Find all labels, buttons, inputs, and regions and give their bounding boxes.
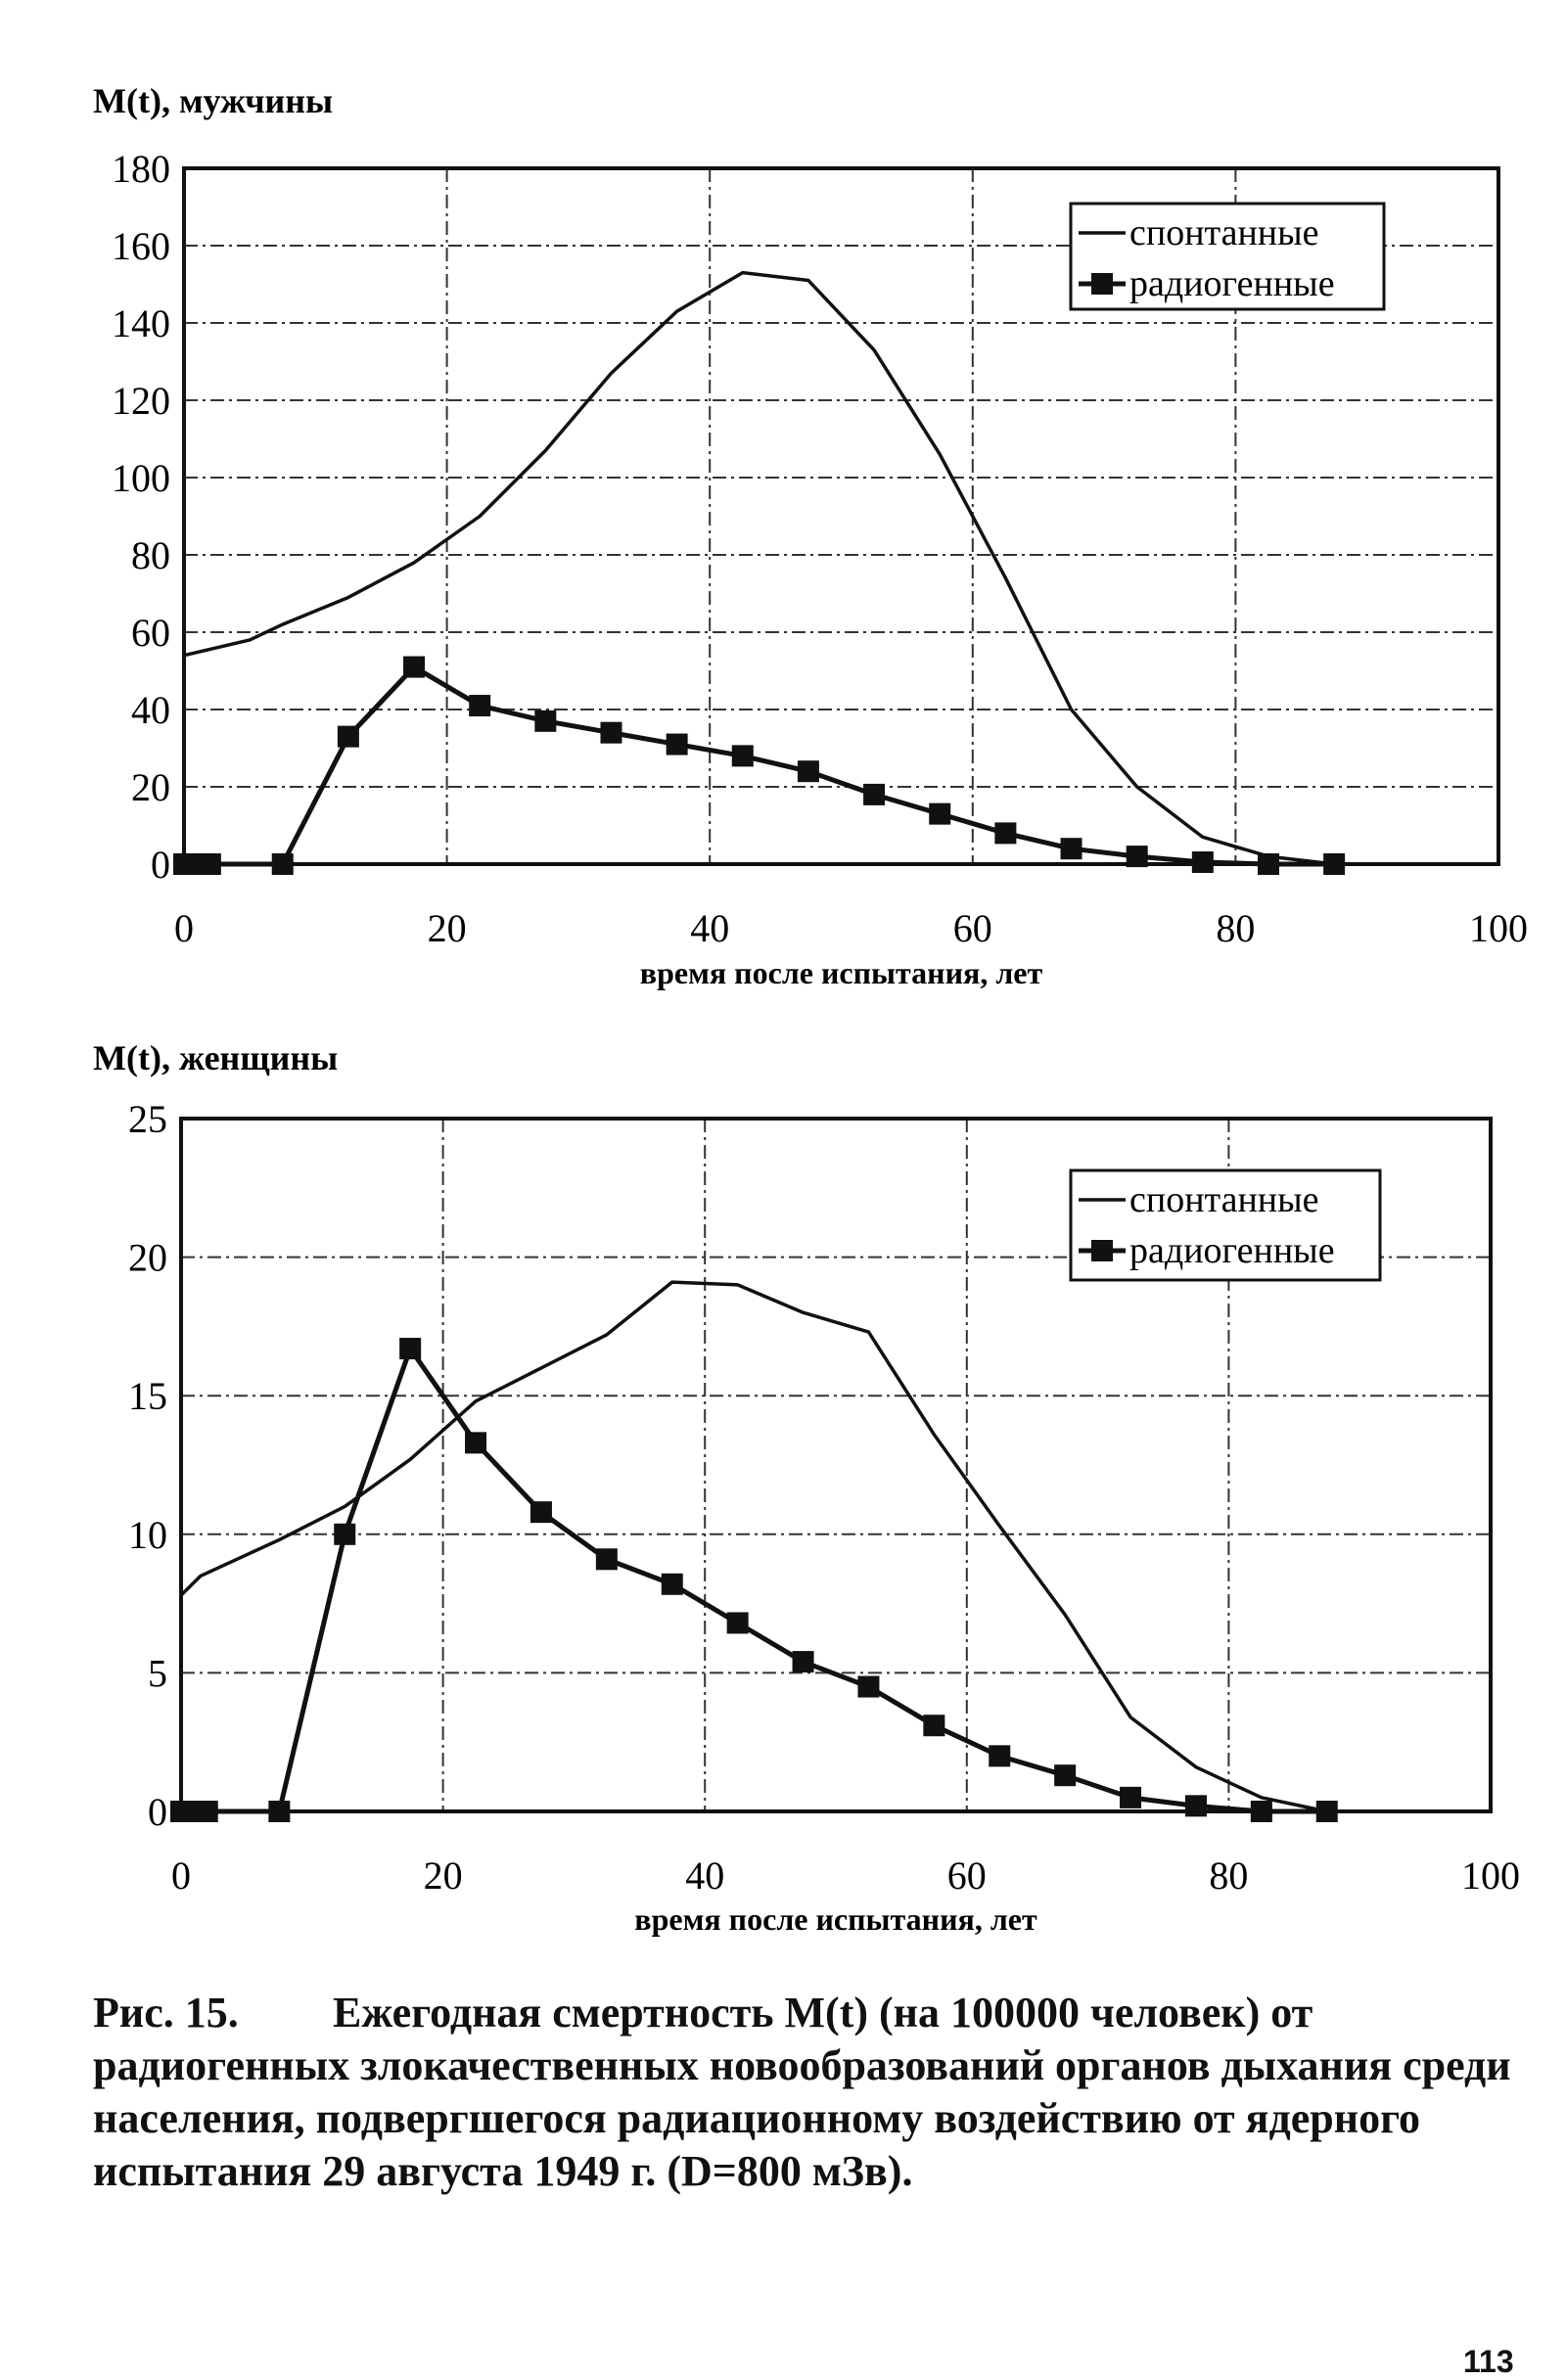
- series-line-spontaneous: [179, 1280, 1328, 1813]
- y-tick-label: 25: [128, 1097, 167, 1141]
- data-point-radiogenic: [726, 1612, 749, 1634]
- data-point-radiogenic: [661, 1573, 683, 1595]
- legend-label: радиогенные: [1129, 1230, 1335, 1271]
- data-point-radiogenic: [797, 760, 819, 783]
- x-axis-label: время после испытания, лет: [640, 955, 1043, 990]
- legend-label: спонтанные: [1129, 212, 1319, 253]
- data-point-radiogenic: [534, 709, 557, 732]
- page-number: 113: [1463, 2344, 1514, 2379]
- series-line-radiogenic: [181, 1346, 1327, 1814]
- y-tick-label: 120: [112, 379, 170, 423]
- plot-frame: [179, 1117, 1493, 1813]
- data-point-radiogenic: [1191, 851, 1214, 874]
- x-tick-label: 100: [1461, 1854, 1520, 1898]
- y-tick-label: 15: [128, 1374, 167, 1418]
- legend-box: [1069, 202, 1386, 311]
- data-point-radiogenic: [929, 802, 951, 825]
- legend-box: [1069, 1168, 1382, 1282]
- legend-label: спонтанные: [1129, 1179, 1319, 1220]
- y-tick-label: 10: [128, 1513, 167, 1557]
- data-point-radiogenic: [337, 725, 359, 748]
- y-tick-label: 5: [148, 1651, 167, 1695]
- y-tick-label: 60: [131, 611, 170, 655]
- data-point-radiogenic: [530, 1501, 552, 1524]
- y-tick-label: 0: [151, 843, 170, 887]
- y-tick-label: 80: [131, 533, 170, 577]
- y-tick-label: 40: [131, 688, 170, 732]
- x-tick-label: 40: [690, 906, 729, 950]
- data-point-radiogenic: [1120, 1786, 1142, 1808]
- data-point-radiogenic: [334, 1523, 356, 1545]
- data-point-radiogenic: [595, 1548, 618, 1571]
- chart-title: M(t), женщины: [93, 1038, 338, 1077]
- x-tick-label: 20: [428, 906, 467, 950]
- data-point-radiogenic: [1126, 846, 1148, 868]
- chart-title: M(t), мужчины: [93, 81, 333, 120]
- data-point-radiogenic: [1060, 838, 1082, 860]
- data-point-radiogenic: [863, 783, 886, 805]
- y-tick-label: 20: [131, 765, 170, 809]
- x-tick-label: 0: [171, 1854, 191, 1898]
- data-point-radiogenic: [989, 1745, 1011, 1767]
- x-tick-label: 60: [947, 1854, 987, 1898]
- y-tick-label: 180: [112, 147, 170, 191]
- data-point-radiogenic: [271, 853, 294, 875]
- x-tick-label: 20: [424, 1854, 463, 1898]
- y-tick-label: 140: [112, 301, 170, 345]
- legend-marker-square: [1091, 1240, 1113, 1261]
- data-point-radiogenic: [1323, 853, 1346, 875]
- data-point-radiogenic: [1250, 1801, 1272, 1822]
- data-point-radiogenic: [1054, 1764, 1077, 1787]
- chart-1: M(t), мужчины 0 20 40 60 80 100 120 140 160 180 0 20…: [93, 81, 1528, 990]
- data-point-radiogenic: [666, 733, 688, 755]
- data-point-radiogenic: [1315, 1801, 1338, 1822]
- legend-label: радиогенные: [1129, 263, 1335, 304]
- data-point-radiogenic: [403, 656, 426, 678]
- legend-marker-square: [1091, 273, 1113, 295]
- data-point-radiogenic: [1184, 1795, 1207, 1817]
- y-tick-label: 160: [112, 224, 170, 268]
- data-point-radiogenic: [792, 1651, 814, 1673]
- data-point-radiogenic: [465, 1432, 487, 1454]
- y-tick-label: 20: [128, 1236, 167, 1280]
- data-point-radiogenic: [731, 745, 754, 767]
- data-point-radiogenic: [469, 695, 491, 717]
- series-line-spontaneous: [183, 270, 1335, 866]
- caption-number: Рис. 15.: [93, 1989, 239, 2037]
- figure-caption: Рис. 15. Ежегодная смертность M(t) (на 10…: [93, 1987, 1542, 2198]
- x-tick-label: 100: [1469, 906, 1528, 950]
- x-tick-label: 0: [174, 906, 194, 950]
- data-point-radiogenic: [196, 1801, 218, 1822]
- data-point-radiogenic: [199, 853, 221, 875]
- data-point-radiogenic: [994, 822, 1017, 845]
- plot-frame: [182, 166, 1500, 866]
- x-tick-label: 80: [1216, 906, 1255, 950]
- y-tick-label: 100: [112, 456, 170, 500]
- x-tick-label: 40: [685, 1854, 724, 1898]
- data-point-radiogenic: [923, 1715, 945, 1737]
- data-point-radiogenic: [600, 721, 622, 744]
- data-point-radiogenic: [399, 1338, 422, 1360]
- chart-2: M(t), женщины 0 5 10 15 20 25 0 20 40 60 80 100 время…: [93, 1038, 1520, 1937]
- data-point-radiogenic: [857, 1675, 880, 1698]
- x-axis-label: время после испытания, лет: [634, 1901, 1037, 1937]
- data-point-radiogenic: [268, 1801, 291, 1822]
- caption-text: Ежегодная смертность M(t) (на 100000 чел…: [93, 1989, 1511, 2195]
- y-tick-label: 0: [148, 1790, 167, 1834]
- series-line-radiogenic: [184, 664, 1335, 867]
- x-tick-label: 60: [953, 906, 992, 950]
- x-tick-label: 80: [1209, 1854, 1248, 1898]
- data-point-radiogenic: [1257, 853, 1279, 875]
